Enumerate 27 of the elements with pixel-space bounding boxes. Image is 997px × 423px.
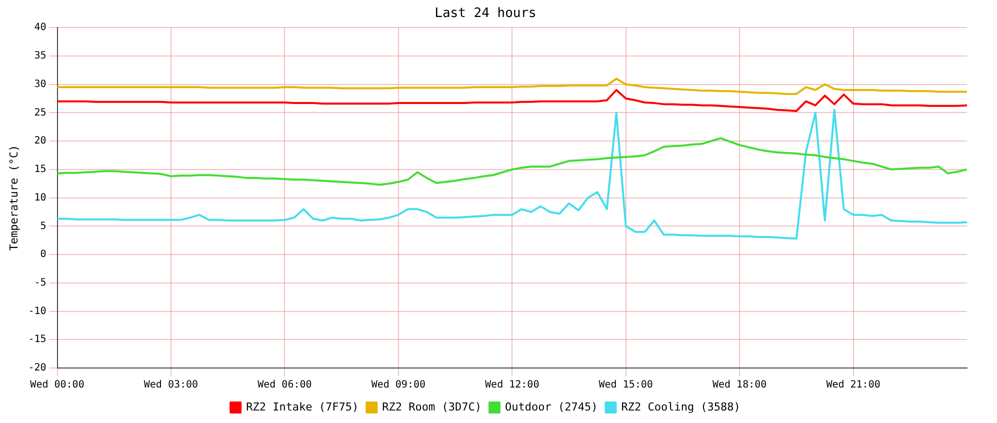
y-tick-label: -15 <box>28 334 46 346</box>
y-tick-label: 30 <box>34 78 46 90</box>
y-tick-label: -5 <box>34 277 46 288</box>
y-tick-label: 40 <box>34 22 46 34</box>
y-tick-label: 0 <box>40 249 46 260</box>
x-tick-label: Wed 03:00 <box>144 380 198 391</box>
y-tick-label: 5 <box>40 220 46 232</box>
x-tick-label: Wed 00:00 <box>30 380 84 391</box>
legend-label: Outdoor (2745) <box>505 400 598 414</box>
y-tick-label: 35 <box>34 50 46 62</box>
y-axis-title: Temperature (°C) <box>7 144 20 251</box>
x-tick-label: Wed 06:00 <box>258 380 312 391</box>
x-tick-label: Wed 15:00 <box>598 380 653 391</box>
y-tick-label: -20 <box>28 362 46 374</box>
x-tick-label: Wed 18:00 <box>712 380 767 391</box>
y-tick-label: 25 <box>34 107 46 118</box>
legend-label: RZ2 Room (3D7C) <box>382 400 482 414</box>
x-tick-label: Wed 09:00 <box>371 380 426 391</box>
y-tick-label: 15 <box>34 164 46 176</box>
legend-label: RZ2 Intake (7F75) <box>246 400 359 414</box>
x-tick-label: Wed 21:00 <box>826 380 880 391</box>
y-tick-label: 20 <box>34 136 46 147</box>
x-tick-label: Wed 12:00 <box>485 380 540 391</box>
chart-title: Last 24 hours <box>434 6 536 22</box>
y-tick-label: 10 <box>34 192 46 204</box>
y-tick-label: -10 <box>28 306 46 317</box>
legend-label: RZ2 Cooling (3588) <box>621 400 740 414</box>
